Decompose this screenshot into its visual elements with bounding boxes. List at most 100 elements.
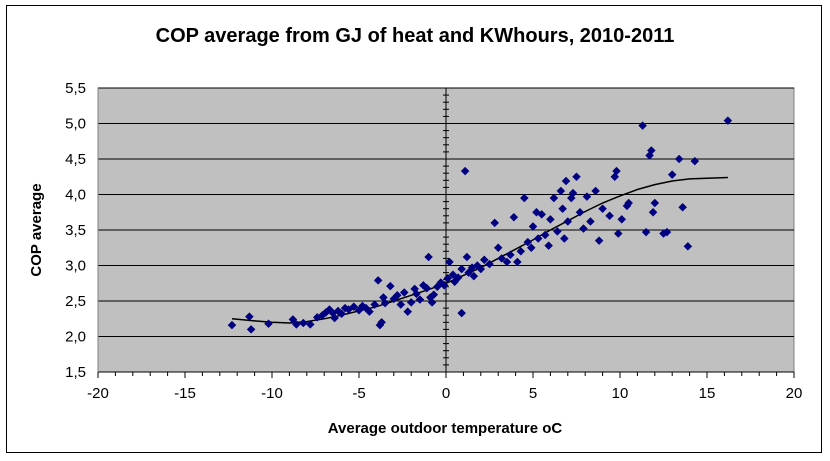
data-point <box>385 281 395 291</box>
data-point <box>594 236 604 246</box>
data-point <box>392 290 402 300</box>
data-point <box>298 318 308 328</box>
data-point <box>540 230 550 240</box>
data-point <box>445 257 454 267</box>
data-point <box>662 227 672 237</box>
x-tick-label: 0 <box>442 385 450 402</box>
data-point <box>617 214 627 224</box>
data-point <box>650 198 660 208</box>
data-point <box>365 307 374 317</box>
data-point <box>563 217 573 226</box>
data-point <box>227 320 237 330</box>
x-tick-label: 20 <box>786 385 803 402</box>
data-points <box>227 116 733 334</box>
chart-title: COP average from GJ of heat and KWhours,… <box>156 25 675 47</box>
data-point <box>476 264 486 274</box>
data-point <box>490 218 500 228</box>
data-point <box>528 222 538 231</box>
data-point <box>457 308 467 318</box>
data-point <box>424 252 433 262</box>
data-point <box>396 300 406 309</box>
x-tick-label: 5 <box>529 385 537 402</box>
x-tick-label: 10 <box>612 385 629 402</box>
data-point <box>464 268 473 277</box>
data-point <box>612 166 621 176</box>
data-point <box>406 298 416 307</box>
data-point <box>403 307 413 317</box>
data-point <box>646 146 656 155</box>
data-point <box>667 170 677 179</box>
data-point <box>575 207 585 217</box>
data-point <box>553 227 562 236</box>
y-tick-label: 2,0 <box>65 329 86 346</box>
data-point <box>246 325 256 334</box>
data-point <box>497 254 507 263</box>
data-point <box>591 186 600 196</box>
data-point <box>579 224 588 233</box>
y-tick-label: 1,5 <box>65 364 86 381</box>
data-point <box>479 255 489 265</box>
x-tick-label: 15 <box>699 385 716 402</box>
data-point <box>544 241 554 250</box>
data-point <box>533 234 543 243</box>
tick-labels: -20 -15 -10 -5 0 5 10 15 20 1,5 2,0 2,5 3,0 3,5 4,0 4,5… <box>65 80 802 402</box>
data-point <box>519 193 529 203</box>
data-point <box>559 234 569 243</box>
y-tick-label: 3,5 <box>65 222 86 239</box>
data-point <box>516 246 526 256</box>
x-tick-label: -5 <box>352 385 365 402</box>
data-point <box>506 250 515 260</box>
data-point <box>493 243 503 253</box>
data-point <box>337 309 346 319</box>
x-tick-label: -15 <box>174 385 196 402</box>
data-point <box>377 317 386 327</box>
y-tick-label: 3,0 <box>65 258 86 275</box>
data-point <box>427 298 437 307</box>
y-tick-label: 5,5 <box>65 80 86 97</box>
data-point <box>624 198 634 208</box>
data-point <box>674 154 684 164</box>
data-point <box>512 257 522 267</box>
data-point <box>582 192 592 201</box>
data-point <box>453 273 463 282</box>
data-point <box>349 302 359 312</box>
data-point <box>462 252 472 262</box>
y-tick-label: 4,5 <box>65 151 86 168</box>
data-point <box>598 204 607 214</box>
data-point <box>556 186 566 196</box>
data-point <box>380 298 390 308</box>
data-point <box>485 259 494 269</box>
x-tick-label: -10 <box>261 385 283 402</box>
x-axis-title: Average outdoor temperature oC <box>328 420 563 437</box>
data-point <box>429 290 439 299</box>
data-point <box>330 313 339 323</box>
data-point <box>457 264 467 274</box>
data-point <box>690 156 700 166</box>
y-tick-label: 4,0 <box>65 187 86 204</box>
data-point <box>439 281 449 290</box>
x-tick-label: -20 <box>87 385 109 402</box>
data-point <box>523 237 533 247</box>
data-point <box>415 295 425 304</box>
data-point <box>373 276 383 285</box>
data-point <box>288 315 298 324</box>
data-point <box>683 241 693 251</box>
data-point <box>572 172 581 182</box>
data-point <box>370 300 380 309</box>
data-point <box>723 116 733 126</box>
data-point <box>443 273 453 283</box>
data-point <box>399 288 409 297</box>
data-point <box>412 289 421 299</box>
data-point <box>605 211 614 221</box>
y-tick-label: 2,5 <box>65 293 86 310</box>
data-point <box>502 257 512 267</box>
data-point <box>292 320 301 329</box>
data-point <box>537 210 547 219</box>
data-point <box>641 227 651 237</box>
y-axis-title: COP average <box>28 183 45 276</box>
data-point <box>305 320 315 329</box>
data-point <box>568 188 578 198</box>
data-point <box>546 214 555 224</box>
data-point <box>245 312 254 321</box>
